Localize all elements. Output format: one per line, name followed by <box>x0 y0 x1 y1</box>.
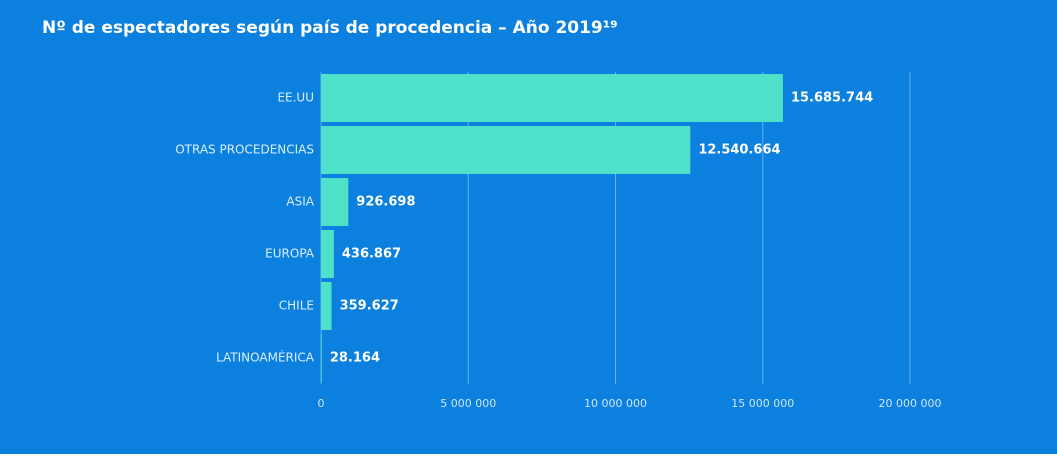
bar <box>321 74 783 122</box>
bar <box>321 126 691 174</box>
y-tick-label: CHILE <box>279 299 314 313</box>
data-label: 15.685.744 <box>791 91 873 106</box>
data-label: 926.698 <box>356 195 415 210</box>
data-label: 12.540.664 <box>698 143 780 158</box>
y-tick-label: ASIA <box>286 195 314 209</box>
x-tick-label: 0 <box>318 397 325 410</box>
y-tick-label: OTRAS PROCEDENCIAS <box>175 143 314 157</box>
x-tick-label: 10 000 000 <box>584 397 647 410</box>
y-tick-label: EUROPA <box>265 247 315 261</box>
data-label: 436.867 <box>342 247 401 262</box>
y-tick-label: EE.UU <box>277 91 314 105</box>
data-label: 28.164 <box>330 351 380 366</box>
x-tick-label: 5 000 000 <box>440 397 496 410</box>
x-tick-label: 20 000 000 <box>879 397 942 410</box>
bar <box>321 334 322 382</box>
bar <box>321 230 334 278</box>
x-tick-label: 15 000 000 <box>731 397 794 410</box>
bar <box>321 282 332 330</box>
chart-title: Nº de espectadores según país de procede… <box>42 18 618 38</box>
data-label: 359.627 <box>340 299 399 314</box>
bar <box>321 178 349 226</box>
y-tick-label: LATINOAMÉRICA <box>216 350 315 365</box>
